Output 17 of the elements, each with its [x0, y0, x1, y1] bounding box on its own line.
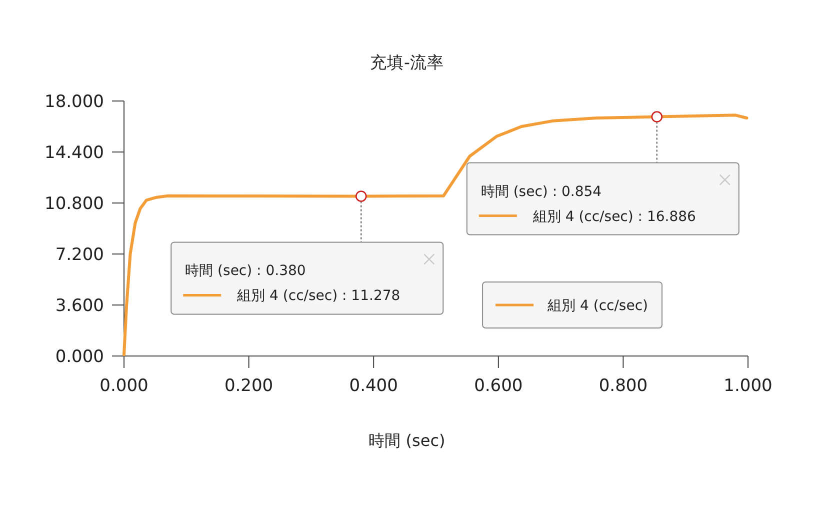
annotation: 時間 (sec) : 0.854 組別 4 (cc/sec) : 16.886: [480, 184, 696, 225]
y-tick-label: 0.000: [55, 347, 104, 367]
x-tick-label: 0.400: [349, 376, 398, 396]
x-axis-title: 時間 (sec): [368, 431, 446, 450]
y-tick-label: 14.400: [44, 143, 104, 163]
chart-title: 充填-流率: [370, 53, 444, 72]
legend-label: 組別 4 (cc/sec): [546, 298, 648, 314]
x-tick-label: 0.200: [224, 376, 274, 396]
annotation: 時間 (sec) : 0.380 組別 4 (cc/sec) : 11.278: [185, 263, 400, 304]
x-tick-label: 1.000: [724, 376, 772, 396]
x-tick-label: 0.000: [100, 376, 148, 396]
y-tick-label: 3.600: [55, 296, 104, 316]
x-tick-label: 0.800: [598, 376, 648, 396]
y-tick-label: 7.200: [55, 245, 104, 265]
x-tick-label: 0.600: [474, 376, 523, 396]
y-tick-label: 18.000: [44, 92, 104, 112]
y-tick-label: 10.800: [44, 194, 104, 214]
